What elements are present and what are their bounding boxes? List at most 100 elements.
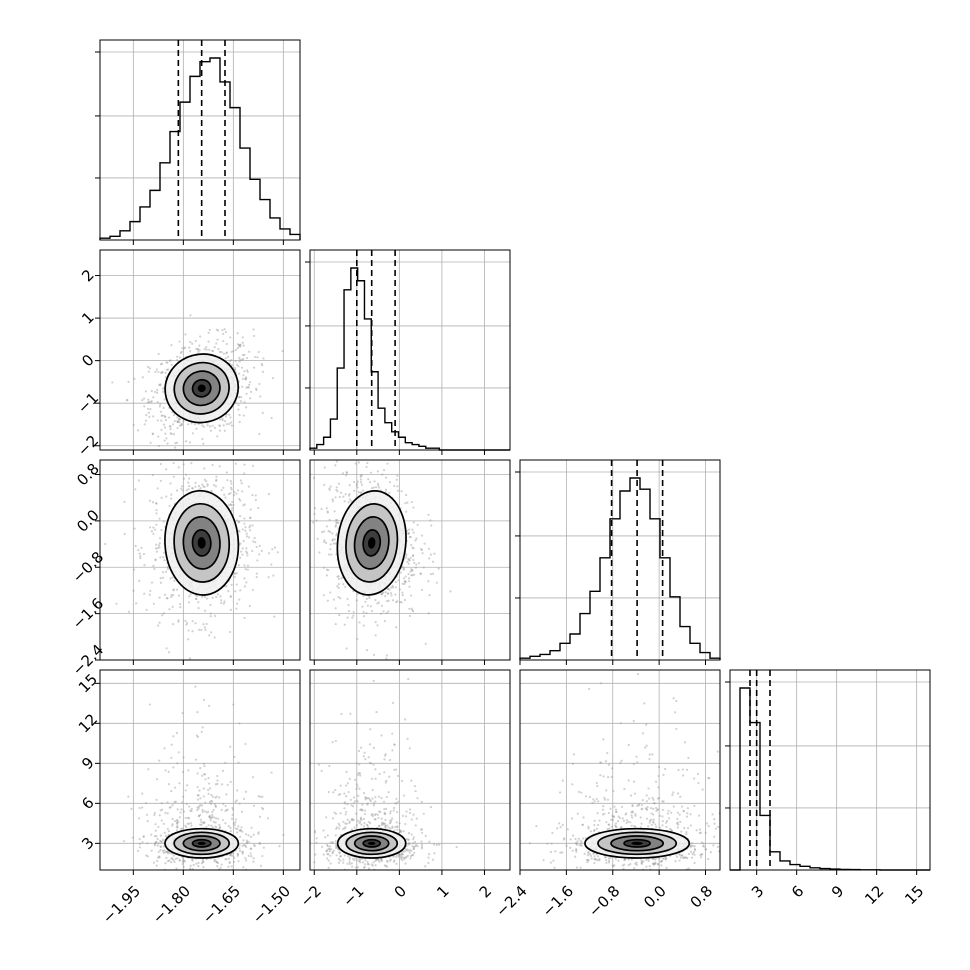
sample-point [203, 822, 206, 825]
sample-point [252, 334, 256, 338]
sample-point [424, 642, 427, 645]
sample-point [245, 356, 249, 360]
sample-point [164, 811, 167, 814]
panel-frame [99, 669, 301, 871]
sample-point [208, 348, 211, 351]
sample-point [138, 846, 142, 849]
sample-point [358, 859, 361, 863]
sample-point [137, 548, 140, 552]
sample-point [176, 821, 179, 825]
sample-point [374, 777, 377, 780]
sample-point [634, 825, 637, 828]
sample-point [237, 860, 240, 863]
sample-point [251, 776, 255, 779]
sample-point [337, 861, 340, 864]
sample-point [400, 857, 403, 860]
sample-point [401, 853, 404, 856]
sample-point [155, 512, 158, 515]
sample-point [262, 357, 265, 360]
sample-point [648, 819, 652, 822]
sample-point [203, 478, 206, 481]
sample-point [229, 359, 232, 363]
sample-point [201, 821, 205, 824]
sample-point [387, 826, 390, 829]
sample-point [243, 522, 246, 525]
sample-point [562, 838, 565, 841]
sample-point [427, 547, 431, 550]
sample-point [587, 825, 590, 829]
sample-point [406, 848, 409, 851]
sample-point [405, 855, 408, 858]
sample-point [326, 511, 329, 514]
sample-point [185, 623, 188, 626]
sample-point [380, 593, 383, 596]
sample-point [201, 437, 204, 441]
sample-point [609, 807, 612, 810]
sample-point [222, 352, 225, 355]
sample-point [644, 746, 647, 749]
sample-point [342, 820, 345, 823]
panel-frame [309, 249, 511, 451]
sample-point [386, 859, 389, 862]
sample-point [167, 770, 170, 773]
sample-point [172, 461, 175, 465]
sample-point [406, 737, 409, 741]
sample-point [334, 846, 338, 850]
sample-point [261, 808, 265, 811]
sample-point [368, 798, 371, 801]
sample-point [350, 818, 353, 821]
sample-point [416, 523, 419, 526]
sample-point [234, 360, 237, 363]
sample-point [222, 339, 225, 343]
sample-point [155, 368, 158, 371]
sample-point [200, 823, 203, 826]
sample-point [151, 501, 155, 504]
sample-point [344, 585, 347, 588]
sample-point [411, 845, 414, 848]
sample-point [349, 856, 352, 859]
density-peak [367, 841, 376, 845]
sample-point [141, 376, 144, 379]
sample-point [165, 647, 168, 650]
sample-point [400, 779, 404, 783]
sample-point [226, 783, 229, 786]
sample-point [163, 831, 166, 834]
sample-point [315, 837, 318, 840]
sample-point [395, 601, 398, 604]
sample-point [410, 543, 413, 546]
sample-point [412, 558, 415, 562]
sample-point [248, 383, 251, 387]
sample-point [427, 612, 430, 615]
sample-point [703, 845, 706, 848]
sample-point [223, 328, 226, 331]
sample-point [404, 580, 407, 583]
sample-point [132, 568, 136, 571]
sample-point [175, 819, 178, 822]
sample-point [373, 480, 376, 483]
sample-point [222, 602, 225, 605]
sample-point [132, 589, 135, 592]
sample-point [182, 865, 185, 868]
sample-point [335, 486, 338, 489]
sample-point [202, 698, 206, 702]
sample-point [384, 818, 387, 821]
sample-point [156, 856, 160, 859]
sample-point [202, 485, 205, 488]
sample-point [346, 803, 349, 806]
sample-point [256, 356, 259, 359]
sample-point [172, 854, 176, 857]
sample-point [156, 859, 159, 863]
sample-point [385, 600, 389, 603]
sample-point [415, 843, 418, 847]
sample-point [348, 862, 352, 865]
sample-point [632, 762, 636, 766]
sample-point [245, 550, 248, 553]
sample-point [334, 788, 337, 792]
sample-point [278, 845, 281, 848]
sample-point [172, 475, 175, 478]
sample-point [231, 813, 234, 816]
sample-point [195, 595, 199, 598]
sample-point [165, 468, 168, 471]
sample-point [187, 423, 190, 426]
sample-point [160, 428, 163, 431]
